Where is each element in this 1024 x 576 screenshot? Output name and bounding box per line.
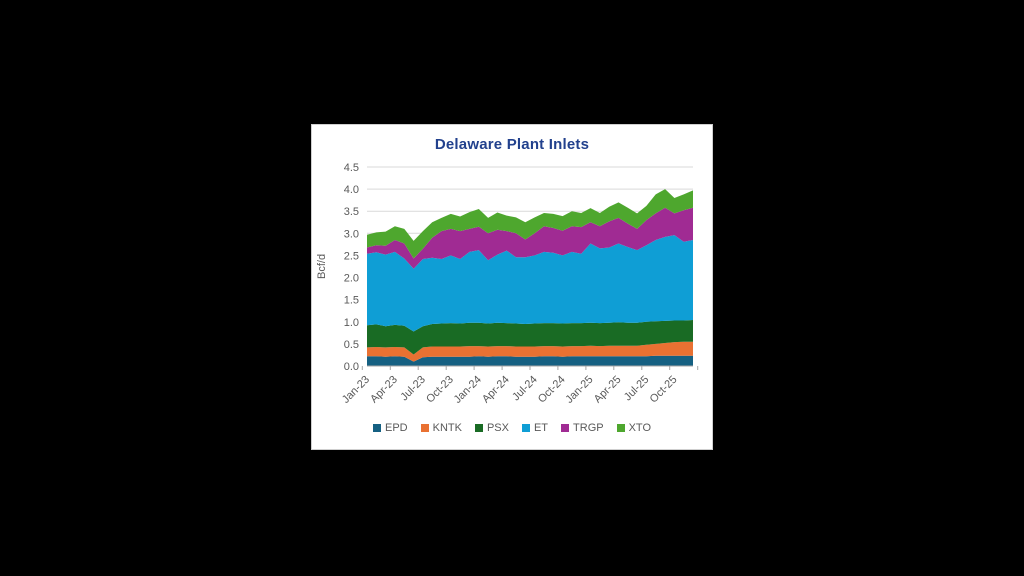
- y-tick-label: 4.0: [344, 184, 359, 196]
- legend-item-XTO: XTO: [616, 422, 652, 434]
- y-tick-label: 0.5: [344, 339, 359, 351]
- legend-item-PSX: PSX: [474, 422, 509, 434]
- chart-panel: 0.0 0.5 1.0 1.5 2.0 2.5 3.0 3.5 4.0 4.5 Jan-23 Apr-…: [311, 124, 713, 450]
- area-ET: [367, 235, 693, 332]
- x-tick-label: Jan-24: [452, 374, 484, 406]
- x-tick-label: Oct-23: [424, 374, 456, 406]
- area-TRGP: [367, 207, 693, 269]
- legend-swatch-KNTK: [420, 424, 429, 432]
- legend-label-XTO: XTO: [628, 422, 652, 434]
- x-tick-label: Oct-24: [536, 374, 568, 406]
- x-tick-label: Jan-25: [563, 374, 595, 406]
- legend-swatch-EPD: [372, 424, 381, 432]
- area-XTO: [367, 189, 693, 259]
- legend-label-PSX: PSX: [486, 422, 509, 434]
- area-KNTK: [367, 341, 693, 362]
- x-tick-label: Oct-25: [648, 374, 680, 406]
- legend-item-KNTK: KNTK: [420, 422, 462, 434]
- chart-legend: EPD KNTK PSX ET TRGP XTO: [312, 422, 712, 434]
- y-tick-label: 2.5: [344, 250, 359, 262]
- legend-swatch-PSX: [474, 424, 483, 432]
- y-tick-label: 1.0: [344, 317, 359, 329]
- x-tick-label: Apr-24: [480, 374, 512, 406]
- y-tick-label: 1.5: [344, 295, 359, 307]
- legend-label-TRGP: TRGP: [573, 422, 604, 434]
- legend-label-EPD: EPD: [384, 422, 408, 434]
- legend-item-ET: ET: [521, 422, 549, 434]
- y-tick-label: 4.5: [344, 162, 359, 174]
- y-axis-title: Bcf/d: [316, 253, 328, 280]
- x-tick-label: Jul-23: [398, 374, 428, 404]
- legend-swatch-XTO: [616, 424, 625, 432]
- legend-swatch-ET: [521, 424, 530, 432]
- legend-item-TRGP: TRGP: [561, 422, 604, 434]
- legend-label-ET: ET: [533, 422, 549, 434]
- chart-title: Delaware Plant Inlets: [434, 136, 590, 153]
- x-tick-label: Jul-24: [510, 374, 540, 404]
- stacked-area-chart: 0.00.51.01.52.02.53.03.54.04.5Jan-23Apr-…: [340, 162, 699, 406]
- y-tick-label: 3.5: [344, 206, 359, 218]
- legend-item-EPD: EPD: [372, 422, 408, 434]
- y-tick-label: 2.0: [344, 273, 359, 285]
- y-tick-label: 0.0: [344, 361, 359, 373]
- x-tick-label: Apr-23: [368, 374, 400, 406]
- y-tick-label: 3.0: [344, 228, 359, 240]
- area-PSX: [367, 320, 693, 355]
- x-tick-label: Jan-23: [340, 374, 372, 406]
- legend-swatch-TRGP: [561, 424, 570, 432]
- area-EPD: [367, 355, 693, 366]
- legend-label-KNTK: KNTK: [432, 422, 462, 434]
- x-tick-label: Jul-25: [622, 374, 652, 404]
- x-tick-label: Apr-25: [592, 374, 624, 406]
